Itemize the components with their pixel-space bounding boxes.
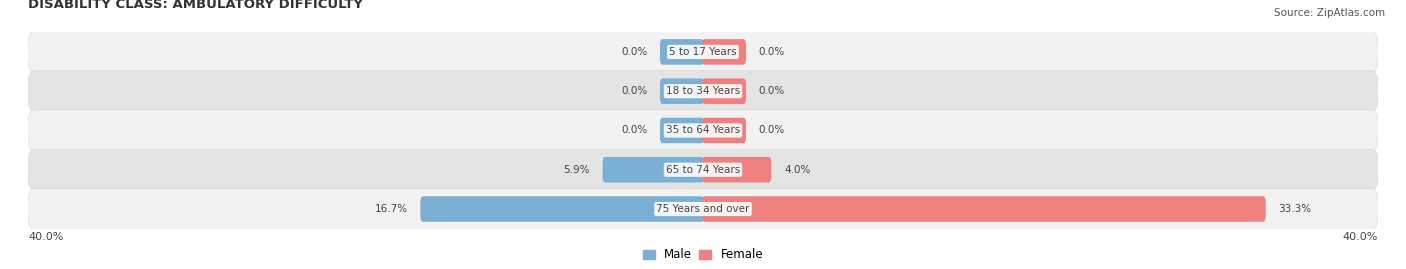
FancyBboxPatch shape: [603, 157, 704, 182]
FancyBboxPatch shape: [702, 157, 772, 182]
FancyBboxPatch shape: [702, 196, 1265, 222]
Text: 0.0%: 0.0%: [621, 125, 647, 136]
FancyBboxPatch shape: [420, 196, 704, 222]
FancyBboxPatch shape: [28, 71, 1378, 112]
Text: 65 to 74 Years: 65 to 74 Years: [666, 165, 740, 175]
Text: 0.0%: 0.0%: [759, 86, 785, 96]
Text: 0.0%: 0.0%: [621, 47, 647, 57]
Text: 0.0%: 0.0%: [759, 47, 785, 57]
Text: 35 to 64 Years: 35 to 64 Years: [666, 125, 740, 136]
FancyBboxPatch shape: [659, 79, 704, 104]
Legend: Male, Female: Male, Female: [638, 243, 768, 266]
Text: 16.7%: 16.7%: [374, 204, 408, 214]
FancyBboxPatch shape: [659, 118, 704, 143]
Text: 18 to 34 Years: 18 to 34 Years: [666, 86, 740, 96]
FancyBboxPatch shape: [28, 189, 1378, 229]
FancyBboxPatch shape: [702, 79, 747, 104]
FancyBboxPatch shape: [702, 39, 747, 65]
Text: 0.0%: 0.0%: [621, 86, 647, 96]
Text: 5.9%: 5.9%: [564, 165, 591, 175]
Text: 40.0%: 40.0%: [1343, 232, 1378, 242]
Text: 4.0%: 4.0%: [785, 165, 810, 175]
Text: 33.3%: 33.3%: [1278, 204, 1312, 214]
FancyBboxPatch shape: [659, 39, 704, 65]
Text: 5 to 17 Years: 5 to 17 Years: [669, 47, 737, 57]
Text: 0.0%: 0.0%: [759, 125, 785, 136]
FancyBboxPatch shape: [28, 110, 1378, 151]
Text: Source: ZipAtlas.com: Source: ZipAtlas.com: [1274, 8, 1385, 18]
Text: DISABILITY CLASS: AMBULATORY DIFFICULTY: DISABILITY CLASS: AMBULATORY DIFFICULTY: [28, 0, 363, 11]
Text: 40.0%: 40.0%: [28, 232, 63, 242]
FancyBboxPatch shape: [28, 31, 1378, 72]
FancyBboxPatch shape: [28, 149, 1378, 190]
FancyBboxPatch shape: [702, 118, 747, 143]
Text: 75 Years and over: 75 Years and over: [657, 204, 749, 214]
